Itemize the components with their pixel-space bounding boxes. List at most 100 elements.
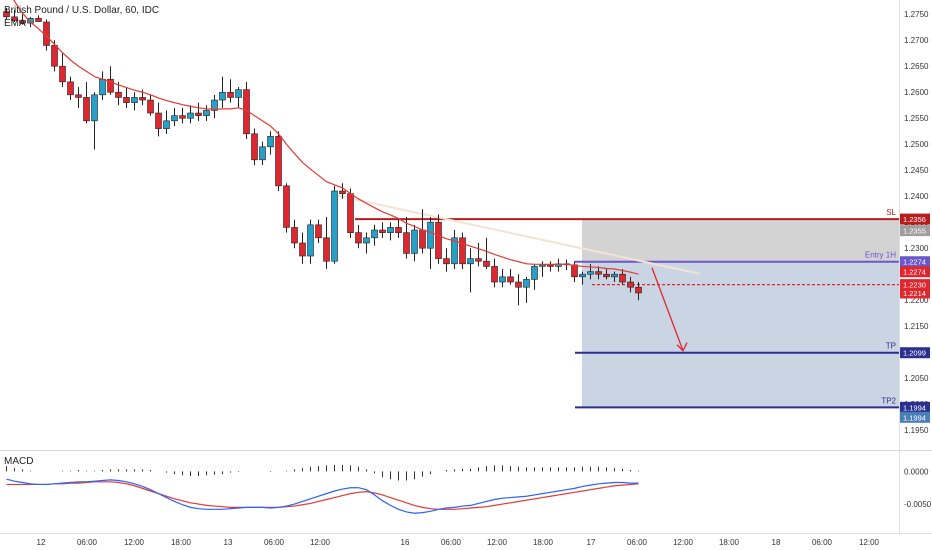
candle-body — [123, 97, 130, 103]
candle-body — [299, 242, 306, 257]
take-profit-2-price-tag: 1.1994 — [900, 401, 930, 413]
candle-body — [379, 229, 386, 233]
candle — [611, 271, 618, 283]
candle — [75, 87, 82, 108]
candle — [619, 269, 626, 285]
candle-body — [211, 99, 218, 111]
take-profit-2-label: TP2 — [881, 396, 896, 405]
stop-loss-zone — [582, 219, 899, 262]
candle-body — [147, 99, 154, 114]
descending-trend-line[interactable] — [334, 194, 701, 275]
candle-body — [571, 264, 578, 278]
candle — [227, 79, 234, 103]
price-tick-label: 1.1950 — [904, 426, 929, 435]
position-zones — [582, 219, 899, 408]
price-tag-1-2355: 1.2355 — [900, 225, 930, 237]
price-tick-label: 1.2050 — [904, 374, 929, 383]
candle-body — [315, 224, 322, 239]
candle-body — [435, 221, 442, 259]
candle — [83, 81, 90, 124]
candle — [283, 183, 290, 233]
candle — [627, 276, 634, 293]
candle-body — [251, 133, 258, 161]
candle — [443, 248, 450, 272]
candle — [3, 8, 10, 20]
candle — [331, 185, 338, 264]
macd-signal-line — [6, 481, 639, 510]
price-tag-bg — [900, 411, 930, 423]
entry-label: Entry 1H — [865, 251, 896, 260]
candle-body — [499, 276, 506, 283]
price-tag-bg — [900, 225, 930, 237]
price-tags: 1.2356 1.2274 1.2099 1.1994 1.2355 1.2274 1.22… — [900, 213, 930, 423]
candle-body — [259, 146, 266, 161]
macd-axis[interactable]: 0.0000 -0.0050 — [904, 467, 932, 509]
candle-body — [347, 193, 354, 233]
time-axis[interactable]: 12 06:00 12:00 18:00 13 06:00 12:00 16 06:00 12:0… — [37, 538, 880, 547]
candle-body — [363, 237, 370, 244]
price-tag-bg — [900, 266, 930, 278]
price-tick-label: 1.2600 — [904, 88, 929, 97]
candle — [371, 224, 378, 246]
take-profit-price-tag-text: 1.2099 — [903, 349, 926, 358]
candle — [187, 105, 194, 124]
macd-line — [6, 478, 639, 514]
projection-arrow-shaft[interactable] — [651, 267, 684, 351]
time-tick-label: 18:00 — [171, 538, 192, 547]
candle-body — [547, 264, 554, 267]
candle-body — [99, 78, 106, 96]
candle-body — [531, 266, 538, 280]
candle — [147, 94, 154, 116]
macd-pane — [6, 464, 639, 514]
candle-body — [19, 20, 26, 24]
candle-body — [11, 16, 18, 21]
candle-body — [91, 94, 98, 122]
candle — [251, 128, 258, 166]
candle-body — [291, 227, 298, 244]
time-tick-label: 06:00 — [77, 538, 98, 547]
candle-body — [51, 45, 58, 67]
candle — [411, 224, 418, 262]
candle-body — [459, 237, 466, 265]
candle-body — [507, 276, 514, 283]
macd-tick-label: 0.0000 — [904, 467, 929, 476]
candle-body — [371, 229, 378, 239]
candle-body — [331, 190, 338, 262]
candle-body — [523, 279, 530, 288]
projection-arrow-head[interactable] — [676, 342, 688, 352]
candle — [515, 274, 522, 306]
stop-loss-price-tag: 1.2356 — [900, 213, 930, 225]
candle-body — [203, 110, 210, 116]
candle-body — [467, 258, 474, 265]
price-tick-label: 1.2450 — [904, 166, 929, 175]
candle — [427, 217, 434, 270]
candle-body — [35, 18, 42, 22]
candle — [19, 14, 26, 25]
candle — [171, 107, 178, 127]
candle — [307, 219, 314, 264]
candle — [291, 219, 298, 249]
candle-body — [403, 232, 410, 254]
macd-title: MACD — [4, 456, 33, 467]
ema-layer — [13, 0, 639, 275]
candle — [195, 102, 202, 121]
time-tick-label: 06:00 — [812, 538, 833, 547]
price-tag-1-2230: 1.2230 — [900, 279, 930, 291]
time-tick-label: 13 — [224, 538, 233, 547]
candle — [499, 269, 506, 288]
candle — [395, 219, 402, 238]
candle — [347, 188, 354, 238]
take-profit-label: TP — [886, 342, 896, 351]
candle-body — [451, 237, 458, 265]
candle — [315, 219, 322, 244]
candle — [163, 110, 170, 134]
time-tick-label: 17 — [587, 538, 596, 547]
indicator-name: EMA — [4, 18, 26, 29]
candle — [523, 276, 530, 303]
time-tick-label: 12:00 — [859, 538, 880, 547]
candle — [403, 217, 410, 259]
candle — [387, 222, 394, 241]
candle-body — [539, 264, 546, 267]
candle — [635, 282, 642, 301]
